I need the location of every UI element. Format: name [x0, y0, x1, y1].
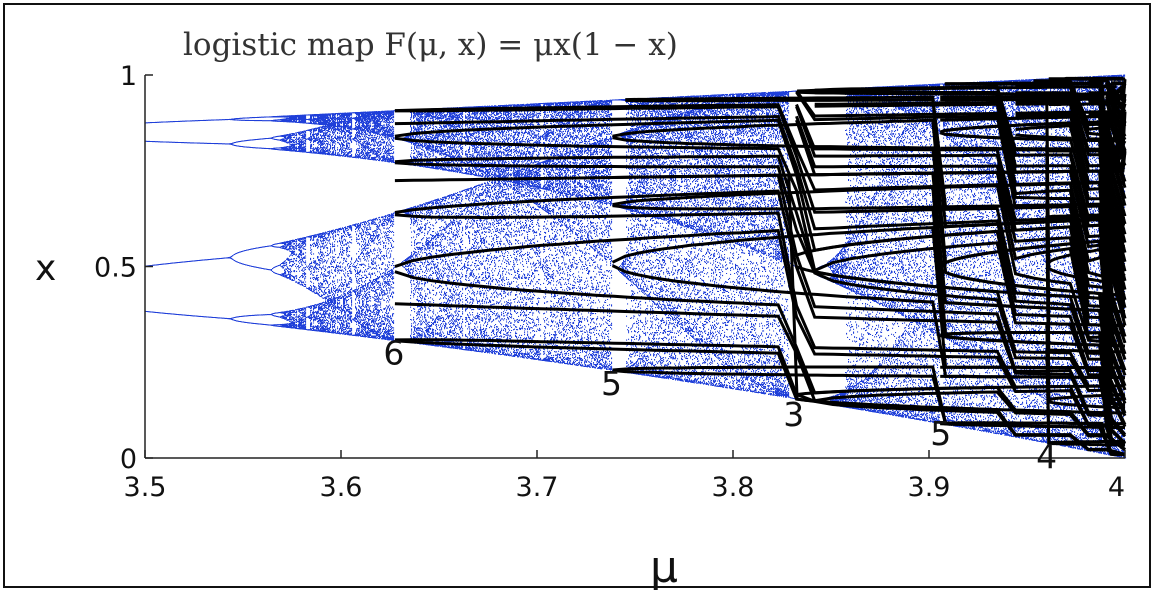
y-tick-label: 0.5 [94, 253, 137, 284]
orbit-line [814, 100, 1127, 326]
x-tick-label: 3.5 [124, 472, 167, 503]
orbit-line [394, 114, 1127, 405]
orbit-line [797, 85, 1117, 93]
orbit-line [940, 421, 1125, 456]
orbit-line [394, 302, 1126, 452]
orbit-line [796, 222, 1126, 257]
x-tick-label: 3.9 [908, 472, 951, 503]
orbit-line [1048, 212, 1125, 219]
orbit-line [1045, 104, 1126, 286]
orbit-line [394, 270, 1126, 451]
orbit-line [394, 161, 1127, 428]
orbit-line [939, 120, 1126, 264]
chart-frame: logistic map F(μ, x) = μx(1 − x) 3.5 3.6 3… [3, 3, 1151, 590]
period-label: 6 [383, 334, 404, 373]
orbit-line [1048, 151, 1127, 174]
orbit-line [394, 154, 1127, 426]
orbit-line [940, 374, 1126, 446]
orbit-line [796, 265, 1126, 302]
x-ticks: 3.5 3.6 3.7 3.8 3.9 4 [124, 450, 1126, 503]
orbit-line [940, 181, 1125, 335]
y-tick-label: 0 [120, 444, 137, 475]
orbit-line [940, 365, 1125, 445]
chart-title: logistic map F(μ, x) = μx(1 − x) [183, 27, 678, 63]
period-annotations: 6 5 3 5 4 [383, 334, 1057, 476]
orbit-line [1048, 79, 1127, 106]
orbit-line [1048, 103, 1127, 115]
orbit-line [1045, 216, 1126, 410]
orbit-line [939, 334, 1125, 429]
orbit-line [1105, 115, 1127, 143]
orbit-line [797, 85, 1126, 96]
x-axis-label: μ [650, 542, 678, 590]
orbit-line [940, 97, 1125, 221]
orbit-line [1045, 150, 1125, 354]
orbit-line [795, 90, 1127, 344]
x-tick-label: 3.8 [712, 472, 755, 503]
orbit-line [394, 103, 1127, 391]
orbit-line [940, 115, 1126, 242]
orbit-line [394, 211, 1127, 445]
orbit-line [394, 105, 1127, 401]
period-label: 5 [601, 364, 622, 403]
orbit-line [796, 384, 1125, 396]
y-axis-label: x [35, 248, 56, 289]
orbit-line [1048, 76, 1123, 81]
orbit-line [940, 422, 1125, 457]
x-tick-label: 3.6 [320, 472, 363, 503]
orbit-line [940, 146, 1126, 297]
orbit-line [1048, 111, 1127, 153]
x-tick-label: 3.7 [516, 472, 559, 503]
y-tick-label: 1 [120, 61, 137, 92]
unstable-orbits [394, 76, 1127, 457]
orbit-line [394, 136, 1127, 417]
orbit-line [394, 118, 1127, 414]
orbit-line [1045, 171, 1126, 402]
orbit-line [939, 239, 1126, 380]
orbit-line [795, 91, 1127, 355]
period-label: 5 [930, 414, 951, 453]
orbit-line [940, 217, 1125, 370]
orbit-line [939, 331, 1125, 426]
orbit-line [394, 189, 1127, 438]
x-tick-label: 4 [1108, 472, 1125, 503]
orbit-line [1047, 245, 1126, 264]
orbit-line [940, 94, 1126, 206]
orbit-line [939, 267, 1126, 402]
y-ticks: 00.51 [94, 61, 153, 475]
orbit-line [1045, 112, 1125, 328]
bifurcation-chart: logistic map F(μ, x) = μx(1 − x) 3.5 3.6 3… [35, 27, 1127, 590]
orbit-line [944, 81, 1127, 173]
orbit-line [940, 300, 1126, 407]
period-label: 3 [783, 395, 804, 434]
period-label: 4 [1036, 437, 1057, 476]
orbit-line [940, 202, 1126, 348]
orbit-line [1105, 82, 1127, 98]
orbit-line [787, 174, 1126, 415]
orbit-line [394, 338, 1126, 456]
orbit-line [1045, 323, 1125, 445]
orbit-line [939, 131, 1126, 278]
orbit-line [795, 115, 1127, 376]
